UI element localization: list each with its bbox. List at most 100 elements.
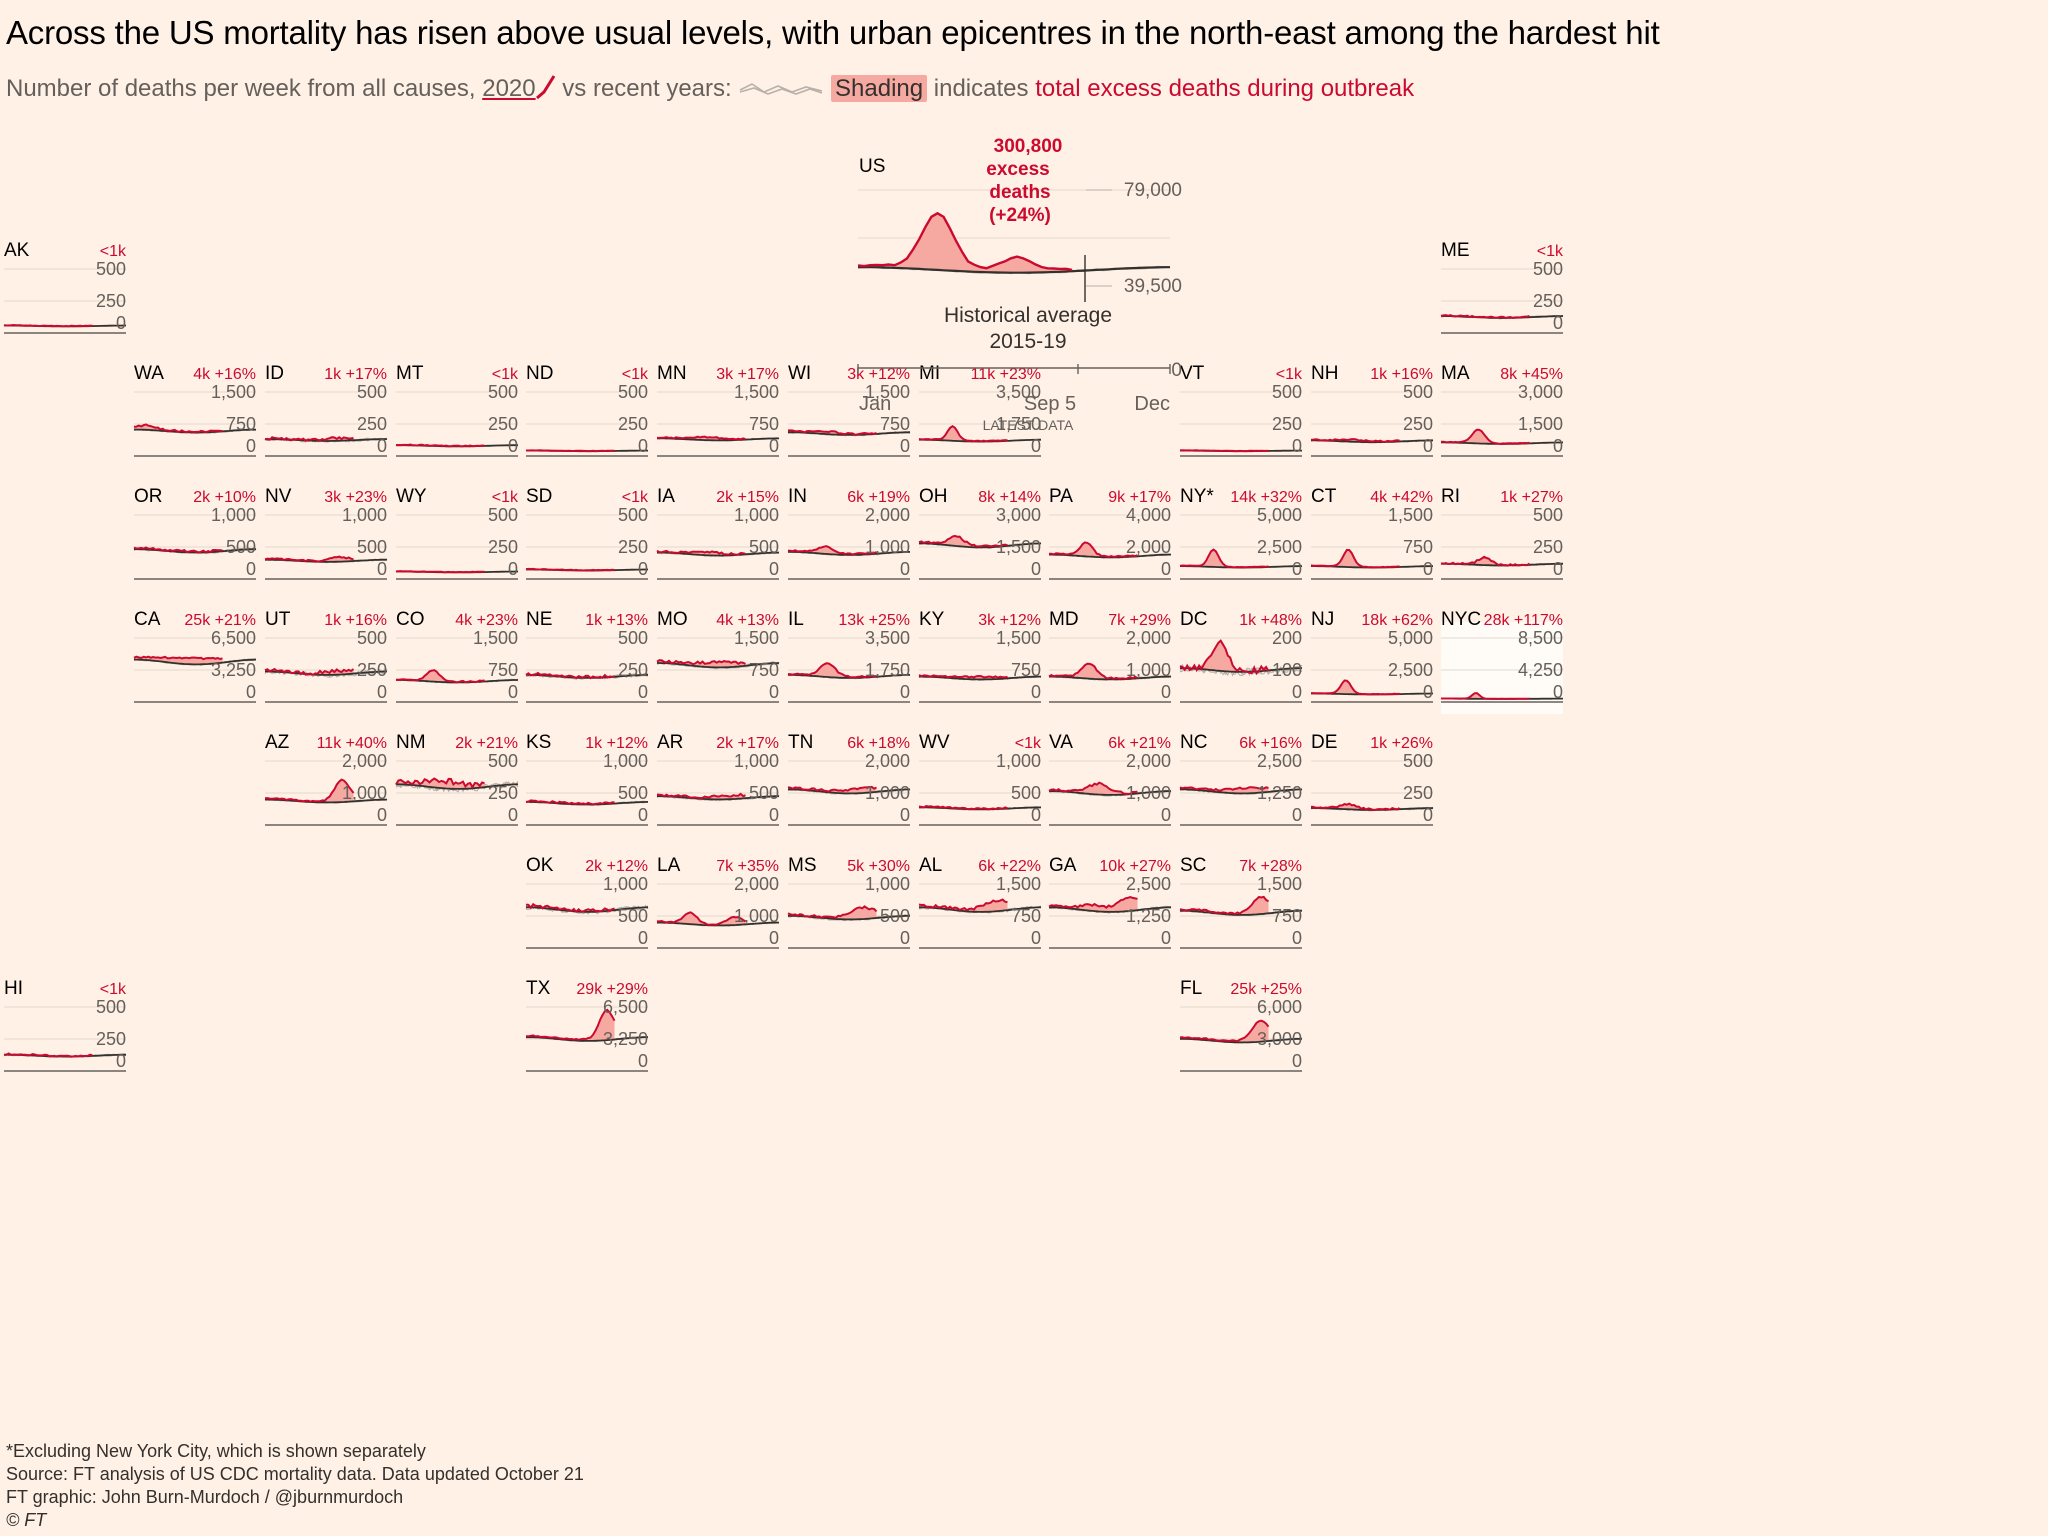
tick-label: 750 <box>1011 660 1041 680</box>
tick-label: 1,500 <box>473 628 518 648</box>
excess-shading <box>657 793 746 800</box>
panel-name: TX <box>526 978 551 999</box>
tick-label: 2,000 <box>342 751 387 771</box>
average-line <box>657 437 779 442</box>
panel-name: LA <box>657 855 681 876</box>
tick-label: 500 <box>96 997 126 1017</box>
average-line <box>788 674 910 679</box>
tick-label: 0 <box>769 559 779 579</box>
tick-label: 1,250 <box>1126 906 1171 926</box>
tick-label: 750 <box>880 414 910 434</box>
tick-label: 0 <box>769 436 779 456</box>
panel-name: MT <box>396 363 424 384</box>
panel-excess-label: <1k <box>622 366 649 383</box>
tick-label: 1,500 <box>996 874 1041 894</box>
panel-name: ME <box>1441 240 1470 261</box>
tick-label: 250 <box>618 414 648 434</box>
tick-label: 2,000 <box>1126 537 1171 557</box>
tick-label: 0 <box>1553 313 1563 333</box>
tick-label: 500 <box>749 783 779 803</box>
line-2020 <box>526 1008 616 1041</box>
excess-shading <box>919 899 1008 912</box>
tick-label: 0 <box>638 805 648 825</box>
tick-label: 0 <box>769 682 779 702</box>
panel-excess-label: 5k +30% <box>847 858 910 875</box>
panel-excess-label: 4k +13% <box>716 612 779 629</box>
tick-label: 500 <box>488 505 518 525</box>
tick-label: 3,500 <box>865 628 910 648</box>
tick-label: 0 <box>638 436 648 456</box>
tick-label: 1,750 <box>996 414 1041 434</box>
panel-excess-label: 7k +28% <box>1239 858 1302 875</box>
tick-label: 500 <box>749 537 779 557</box>
panel-excess-label: 2k +15% <box>716 489 779 506</box>
tick-label: 39,500 <box>1124 276 1182 297</box>
panel-excess-label: 10k +27% <box>1099 858 1171 875</box>
panel-excess-label: 1k +16% <box>324 612 387 629</box>
panel-name: MO <box>657 609 688 630</box>
tick-label: 1,500 <box>996 537 1041 557</box>
tick-label: 250 <box>488 414 518 434</box>
tick-label: 250 <box>618 537 648 557</box>
panel-excess-label: 1k +17% <box>324 366 387 383</box>
panel-name: OH <box>919 486 948 507</box>
subtitle-vs: vs recent years: <box>562 75 732 102</box>
tick-label: 0 <box>1423 559 1433 579</box>
line-2020 <box>656 659 746 666</box>
subtitle-indicates: indicates <box>933 75 1029 102</box>
panel-excess-label: 6k +16% <box>1239 735 1302 752</box>
line-2020 <box>656 911 747 926</box>
tick-label: 250 <box>1403 783 1433 803</box>
panel-name: WV <box>919 732 950 753</box>
panel-excess-label: 14k +32% <box>1230 489 1302 506</box>
tick-label: 1,000 <box>865 874 910 894</box>
excess-shading <box>265 779 354 803</box>
line-2020 <box>1310 438 1400 443</box>
tick-label: 0 <box>1171 360 1182 381</box>
panel-excess-label: 9k +17% <box>1108 489 1171 506</box>
tick-label: 0 <box>1292 682 1302 702</box>
tick-label: 2,000 <box>734 874 779 894</box>
tick-label: 0 <box>246 682 256 702</box>
line-2020 <box>525 671 615 680</box>
line-2020 <box>264 435 354 443</box>
panel-excess-label: 13k +25% <box>838 612 910 629</box>
panel-excess-label: <1k <box>1276 366 1303 383</box>
line-2020 <box>1048 895 1138 909</box>
tick-label: 5,000 <box>1388 628 1433 648</box>
panel-excess-label: <1k <box>100 981 127 998</box>
tick-label: 0 <box>1423 805 1433 825</box>
panel-name: KY <box>919 609 945 630</box>
tick-label: 2,500 <box>1126 874 1171 894</box>
panel-name: KS <box>526 732 551 753</box>
latest-data-label: LATEST DATA <box>983 417 1074 433</box>
tick-label: 250 <box>357 660 387 680</box>
line-2020 <box>1440 314 1530 319</box>
line-2020 <box>857 211 1073 272</box>
tick-label: 0 <box>900 805 910 825</box>
tick-label: 2,500 <box>1388 660 1433 680</box>
line-2020 <box>1048 662 1138 680</box>
average-line <box>657 662 780 669</box>
tick-label: 1,000 <box>734 906 779 926</box>
line-2020 <box>918 674 1008 679</box>
average-line <box>1180 788 1302 795</box>
panel-name: UT <box>265 609 291 630</box>
tick-label: 250 <box>96 1029 126 1049</box>
tick-label: 750 <box>1272 906 1302 926</box>
average-line <box>788 551 910 556</box>
